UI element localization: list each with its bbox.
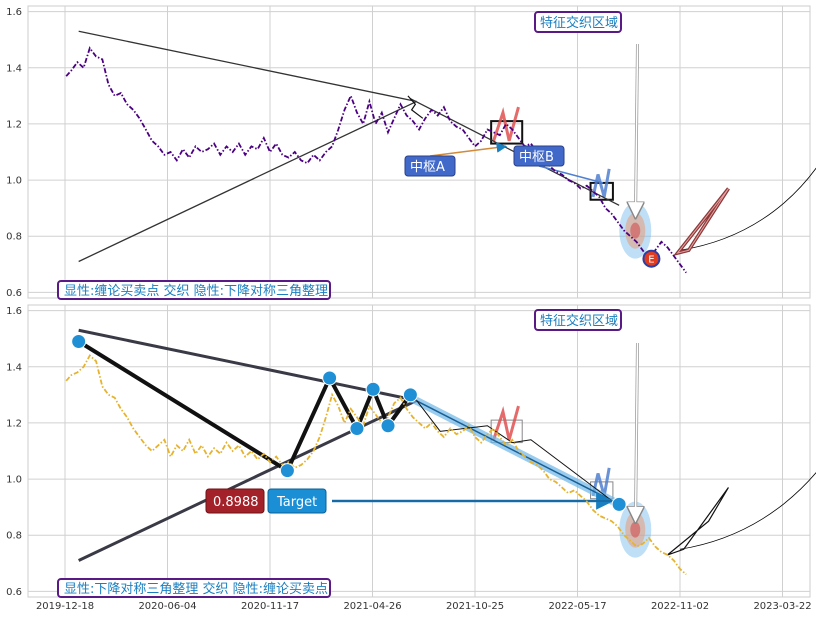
top-y-axis: 0.6 0.8 1.0 1.2 1.4 1.6 — [6, 7, 22, 299]
top-caption-box — [57, 280, 331, 300]
value-label-box — [205, 488, 265, 514]
pivot-point — [380, 418, 396, 434]
bottom-plot-area — [27, 304, 811, 598]
pivot-stroke — [591, 467, 611, 497]
pivot-stroke — [591, 168, 611, 198]
pivot-point — [322, 370, 338, 386]
forecast-curve — [679, 472, 816, 550]
triangle-upper-line — [78, 328, 417, 402]
y-tick-label: 1.2 — [6, 418, 22, 429]
target-label-box — [267, 488, 327, 514]
pivot-b-label-box — [513, 145, 565, 167]
bottom-y-axis: 0.6 0.8 1.0 1.2 1.4 1.6 — [6, 306, 22, 598]
e-marker-label: E — [648, 255, 654, 266]
x-tick-label: 2022-05-17 — [548, 601, 606, 612]
y-tick-label: 0.8 — [6, 232, 22, 243]
top-overlays — [78, 30, 816, 263]
pivot-point — [349, 421, 365, 437]
y-tick-label: 0.8 — [6, 531, 22, 542]
pivot-point — [402, 387, 418, 403]
pivot-b-label: 中枢B — [519, 150, 554, 165]
x-tick-label: 2021-04-26 — [343, 601, 401, 612]
pivot-point — [611, 496, 627, 512]
interleave-highlight — [630, 521, 641, 538]
y-tick-label: 1.0 — [6, 475, 22, 486]
x-axis: 2019-12-18 2020-06-04 2020-11-17 2021-04-26… — [36, 601, 812, 612]
region-arrow-core — [634, 342, 639, 521]
price-line — [65, 46, 687, 274]
pivot-point — [365, 381, 381, 397]
bottom-markers — [71, 334, 627, 512]
top-plot-area — [27, 5, 811, 299]
x-tick-label: 2019-12-18 — [36, 601, 94, 612]
x-tick-label: 2022-11-02 — [651, 601, 709, 612]
black-wedge — [667, 487, 729, 556]
top-caption: 显性:缠论买卖点 交织 隐性:下降对称三角整理 — [64, 283, 328, 299]
value-label: 0.8988 — [213, 495, 259, 510]
bottom-chart-panel: 0.6 0.8 1.0 1.2 1.4 1.6 显性:下降对称三角整理 交织 隐性:缠论买… — [6, 304, 816, 598]
forecast-curve — [679, 167, 816, 251]
bottom-region-label: 特征交织区域 — [540, 313, 618, 329]
y-tick-label: 1.6 — [6, 7, 22, 18]
x-tick-label: 2020-06-04 — [138, 601, 196, 612]
bottom-caption: 显性:下降对称三角整理 交织 隐性:缠论买卖点 — [64, 581, 328, 597]
pivot-a-label: 中枢A — [410, 160, 445, 175]
apex-zigzag — [407, 95, 424, 119]
pivot-a-arrow — [429, 142, 508, 157]
y-tick-label: 1.2 — [6, 119, 22, 130]
y-tick-label: 1.0 — [6, 176, 22, 187]
red-wedge-inner — [676, 188, 729, 254]
y-tick-label: 1.4 — [6, 362, 22, 373]
top-region-box — [534, 11, 622, 33]
target-label: Target — [276, 495, 317, 510]
top-region-label: 特征交织区域 — [540, 15, 618, 31]
y-tick-label: 1.4 — [6, 63, 22, 74]
y-tick-label: 1.6 — [6, 306, 22, 317]
e-marker — [642, 249, 661, 268]
bottom-region-box — [534, 309, 622, 331]
x-tick-label: 2021-10-25 — [446, 601, 504, 612]
interleave-highlight — [630, 222, 641, 239]
pivot-point — [71, 334, 87, 349]
price-line — [65, 354, 687, 576]
top-chart-panel: 0.6 0.8 1.0 1.2 1.4 1.6 E 显性:缠论买卖点 交织 隐性:下降对称… — [6, 5, 816, 300]
triangle-lower-line — [78, 100, 417, 263]
bottom-caption-box — [57, 578, 331, 598]
bottom-price-series — [65, 354, 687, 576]
x-tick-label: 2020-11-17 — [241, 601, 299, 612]
triangle-upper-line — [78, 30, 417, 103]
wedge-path — [416, 400, 621, 508]
y-tick-label: 0.6 — [6, 587, 22, 598]
top-price-series — [65, 46, 687, 274]
pivot-stroke — [492, 106, 520, 142]
trend-line — [410, 396, 620, 506]
pivot-a-label-box — [404, 155, 456, 177]
pivot-stroke — [492, 405, 520, 441]
y-tick-label: 0.6 — [6, 288, 22, 299]
top-grid — [28, 6, 810, 298]
pivot-point — [279, 463, 295, 479]
x-tick-label: 2023-03-22 — [753, 601, 811, 612]
region-arrow-core — [634, 43, 639, 216]
pivot-b-arrow — [538, 165, 604, 184]
top-markers: E — [642, 249, 661, 268]
